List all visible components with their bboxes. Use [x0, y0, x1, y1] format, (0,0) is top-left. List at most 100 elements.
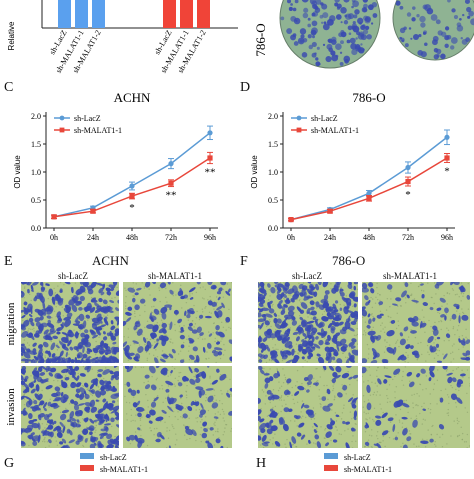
chart-c-point-0-2 — [129, 183, 134, 188]
chart-c-xtick-label-2: 48h — [126, 233, 138, 242]
legend-h-label-malat: sh-MALAT1-1 — [344, 465, 392, 474]
panel-e-row-migration-label: migration — [0, 284, 20, 364]
chart-c-xtick-label-3: 72h — [165, 233, 177, 242]
top-bar-lacz-2 — [163, 0, 176, 28]
chart-c-point-0-3 — [168, 161, 173, 166]
chart-c-ytick-label-3: 1.5 — [31, 140, 41, 149]
chart-c-xtick-label-4: 96h — [204, 233, 216, 242]
panel-e-title: ACHN — [92, 253, 129, 269]
chart-c-ytick-label-1: 0.5 — [31, 196, 41, 205]
chart-d-ytick-label-1: 0.5 — [268, 196, 278, 205]
chart-d-svg: 786-O 0.0 0.5 1.0 1.5 2.0 0h 24h 48h 72h 96h OD val… — [237, 88, 474, 248]
top-bar-malat2-1 — [92, 0, 105, 28]
chart-c-point-1-4 — [207, 155, 212, 160]
chart-c-legend-label-0: sh-LacZ — [74, 114, 101, 123]
legend-h-label-lacz: sh-LacZ — [344, 453, 371, 462]
top-bar-malat2-2 — [197, 0, 210, 28]
panel-letter-h: H — [256, 456, 266, 472]
chart-d: 786-O 0.0 0.5 1.0 1.5 2.0 0h 24h 48h 72h 96h OD val… — [237, 88, 474, 248]
chart-c-xtick-label-1: 24h — [87, 233, 99, 242]
legend-h-swatch-malat — [324, 465, 338, 471]
chart-c-point-1-3 — [168, 181, 173, 186]
legend-h: sh-LacZ sh-MALAT1-1 — [324, 452, 464, 474]
micro-e-invasion-lacz — [21, 366, 119, 448]
micro-e-migration-lacz — [21, 282, 119, 363]
chart-d-point-1-4 — [444, 155, 449, 160]
legend-g-label-malat: sh-MALAT1-1 — [100, 465, 148, 474]
chart-c-legend-label-1: sh-MALAT1-1 — [74, 126, 122, 135]
chart-c-svg: ACHN 0.0 0.5 1.0 1.5 2.0 0h 24h 48h 72h 96h OD valu… — [0, 88, 237, 248]
chart-c: ACHN 0.0 0.5 1.0 1.5 2.0 0h 24h 48h 72h 96h OD valu… — [0, 88, 237, 248]
chart-d-point-1-3 — [405, 179, 410, 184]
legend-g-swatch-lacz — [80, 453, 94, 459]
panel-e-row-invasion-text: invasion — [5, 388, 17, 426]
chart-d-xtick-label-0: 0h — [287, 233, 295, 242]
micro-f-invasion-lacz — [258, 366, 358, 448]
chart-d-sig-0: * — [405, 189, 411, 201]
chart-c-ylabel: OD value — [13, 155, 22, 189]
chart-d-point-1-2 — [366, 196, 371, 201]
chart-d-xtick-label-3: 72h — [402, 233, 414, 242]
chart-c-ytick-label-2: 1.0 — [31, 168, 41, 177]
micro-e-invasion-malat — [123, 366, 232, 448]
legend-g-swatch-malat — [80, 465, 94, 471]
chart-c-point-1-2 — [129, 193, 134, 198]
colony-plates-svg: 786-O — [240, 0, 474, 90]
chart-d-legend-marker-1 — [297, 128, 302, 133]
chart-c-xtick-label-0: 0h — [50, 233, 58, 242]
top-bar-malat1-1 — [75, 0, 88, 28]
chart-d-ytick-label-0: 0.0 — [268, 224, 278, 233]
chart-c-sig-2: ** — [205, 167, 216, 179]
chart-d-ytick-label-2: 1.0 — [268, 168, 278, 177]
top-bar-chart: Relative sh-LacZ sh-MALAT1-1 sh-MALAT1-2… — [0, 0, 240, 78]
chart-c-point-1-1 — [90, 209, 95, 214]
top-ylabel: Relative — [7, 21, 16, 50]
panel-letter-g: G — [4, 456, 14, 472]
chart-d-title: 786-O — [352, 90, 385, 105]
panel-letter-e: E — [4, 254, 13, 270]
micro-f-invasion-malat — [362, 366, 470, 448]
micro-f-migration-malat — [362, 282, 470, 363]
micro-e-migration-malat — [123, 282, 232, 363]
chart-d-point-0-4 — [444, 135, 449, 140]
chart-d-sig-1: * — [444, 165, 450, 177]
chart-d-legend-marker-0 — [297, 116, 302, 121]
panel-f-col-lacz: sh-LacZ — [292, 271, 322, 281]
top-bar-lacz-1 — [58, 0, 71, 28]
colony-plates: 786-O — [240, 0, 474, 90]
panel-e-col-malat: sh-MALAT1-1 — [148, 271, 202, 281]
chart-d-ytick-label-3: 1.5 — [268, 140, 278, 149]
colony-caption: 786-O — [253, 23, 268, 56]
chart-c-sig-0: * — [129, 202, 135, 214]
micro-f-migration-lacz — [258, 282, 358, 363]
top-bar-chart-svg: Relative sh-LacZ sh-MALAT1-1 sh-MALAT1-2… — [0, 0, 240, 78]
legend-h-swatch-lacz — [324, 453, 338, 459]
chart-c-ytick-label-0: 0.0 — [31, 224, 41, 233]
chart-d-ylabel: OD value — [250, 155, 259, 189]
chart-c-legend-marker-1 — [60, 128, 65, 133]
chart-d-legend-label-0: sh-LacZ — [311, 114, 338, 123]
panel-letter-f: F — [240, 254, 248, 270]
panel-e-row-migration-text: migration — [5, 302, 17, 345]
panel-f-col-malat: sh-MALAT1-1 — [383, 271, 437, 281]
chart-d-line-0 — [291, 137, 447, 219]
chart-c-title: ACHN — [114, 90, 151, 105]
chart-d-xtick-label-4: 96h — [441, 233, 453, 242]
chart-c-point-1-0 — [51, 214, 56, 219]
chart-c-point-0-4 — [207, 130, 212, 135]
chart-d-ytick-label-4: 2.0 — [268, 112, 278, 121]
chart-c-legend-marker-0 — [60, 116, 65, 121]
chart-d-point-1-0 — [288, 217, 293, 222]
panel-f-title: 786-O — [332, 253, 365, 269]
legend-g: sh-LacZ sh-MALAT1-1 — [80, 452, 220, 474]
chart-d-point-0-3 — [405, 165, 410, 170]
top-bar-malat1-2 — [180, 0, 193, 28]
chart-d-legend-label-1: sh-MALAT1-1 — [311, 126, 359, 135]
chart-d-xtick-label-2: 48h — [363, 233, 375, 242]
panel-e-row-invasion-label: invasion — [0, 367, 20, 447]
chart-c-sig-1: ** — [166, 190, 177, 202]
chart-d-xtick-label-1: 24h — [324, 233, 336, 242]
panel-e-col-lacz: sh-LacZ — [58, 271, 88, 281]
chart-d-line-1 — [291, 158, 447, 220]
chart-c-ytick-label-4: 2.0 — [31, 112, 41, 121]
